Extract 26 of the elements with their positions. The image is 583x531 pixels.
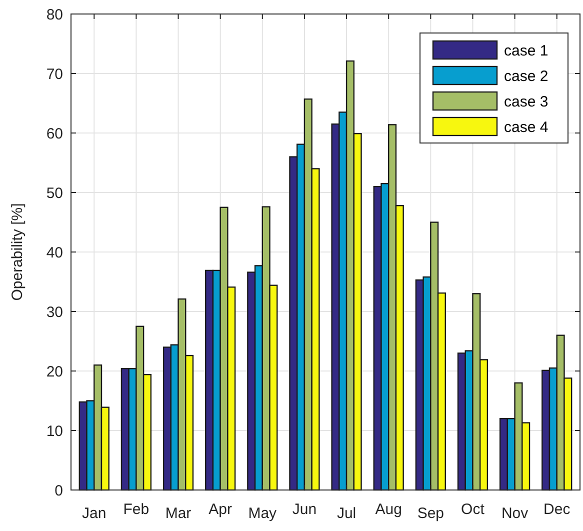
y-tick-label: 50 [46,184,63,202]
x-tick-label: Mar [165,505,192,522]
y-tick-label: 20 [46,363,63,380]
x-tick-label: Aug [375,501,402,518]
legend-label: case 1 [504,42,548,60]
x-tick-label: Oct [461,501,486,518]
y-tick-label: 40 [46,244,63,262]
x-tick-label: Dec [544,501,571,518]
x-tick-label: Feb [123,501,150,518]
x-tick-label: Apr [208,501,232,518]
x-tick-label: May [248,505,278,522]
y-axis-title: Operability [%] [9,203,26,301]
x-tick-label: Nov [501,505,529,522]
x-tick-label: Jul [336,505,356,522]
y-tick-label: 70 [46,66,63,83]
y-tick-label: 10 [46,422,63,440]
x-tick-label: Jun [292,501,317,518]
x-tick-label: Jan [82,505,106,522]
y-tick-label: 0 [54,482,63,500]
x-tick-label: Sep [417,505,444,522]
y-tick-label: 60 [46,125,63,142]
y-tick-label: 80 [46,6,63,24]
legend-label: case 4 [504,118,548,136]
legend-label: case 2 [504,68,548,85]
legend-label: case 3 [504,93,548,110]
y-tick-label: 30 [46,304,63,321]
